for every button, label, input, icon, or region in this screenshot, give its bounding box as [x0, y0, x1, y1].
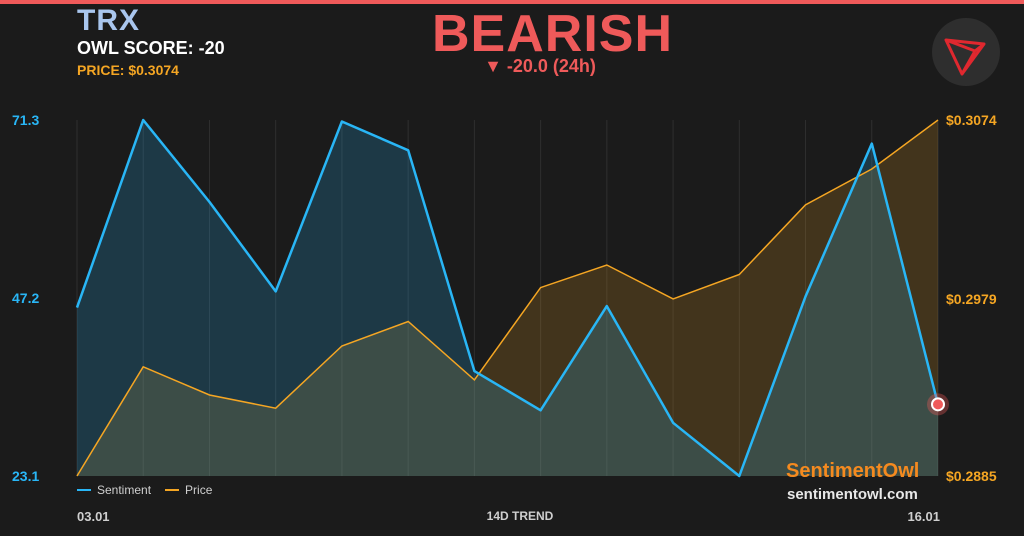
legend-label-price: Price — [185, 483, 213, 497]
price-area — [77, 120, 938, 476]
legend-item-sentiment: Sentiment — [77, 483, 151, 497]
legend-swatch-sentiment — [77, 489, 91, 491]
y-right-tick-label: $0.3074 — [946, 112, 997, 128]
legend-label-sentiment: Sentiment — [97, 483, 152, 497]
y-right-tick-label: $0.2979 — [946, 291, 997, 307]
brand-url: sentimentowl.com — [787, 486, 918, 503]
legend-swatch-price — [165, 489, 180, 491]
price-line — [76, 119, 939, 477]
current-marker — [931, 397, 945, 412]
y-left-tick-label: 71.3 — [12, 112, 39, 128]
y-right-tick-label: $0.2885 — [946, 468, 997, 484]
current-price: PRICE: $0.3074 — [77, 62, 179, 78]
owl-score: OWL SCORE: -20 — [77, 38, 225, 58]
y-left-tick-label: 23.1 — [12, 468, 39, 484]
tron-logo-icon — [932, 18, 1000, 86]
x-axis-end-label: 16.01 — [907, 509, 940, 524]
brand-name: SentimentOwl — [786, 460, 920, 482]
x-axis-title: 14D TREND — [486, 509, 554, 523]
top-accent-bar — [0, 0, 1024, 4]
sentiment-area — [77, 120, 938, 476]
chart-legend: Sentiment Price — [77, 483, 212, 497]
legend-item-price: Price — [165, 483, 212, 497]
coin-ticker: TRX — [77, 4, 140, 37]
score-change: ▼ -20.0 (24h) — [484, 56, 596, 76]
sentiment-label: BEARISH — [431, 5, 674, 63]
sentiment-line — [75, 118, 940, 478]
x-axis-start-label: 03.01 — [77, 509, 110, 524]
y-left-tick-label: 47.2 — [12, 290, 39, 306]
